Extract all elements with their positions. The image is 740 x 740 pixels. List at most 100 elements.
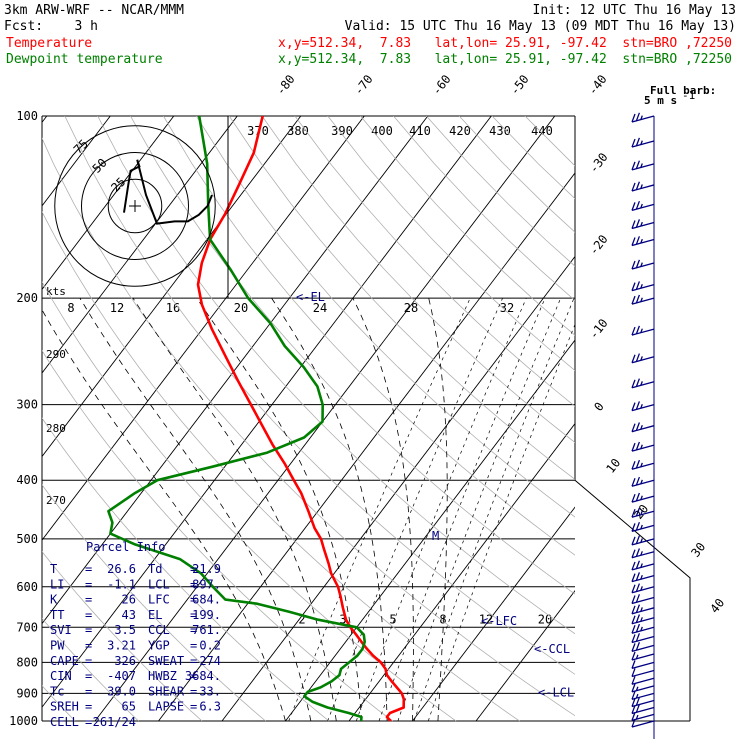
barb-flag bbox=[631, 326, 636, 336]
barb-flag bbox=[635, 160, 641, 169]
mixing-ratio-label-lower: 12 bbox=[479, 612, 493, 626]
parcel-value-2: 897. bbox=[192, 577, 221, 591]
parcel-key-2: EL bbox=[148, 608, 162, 622]
barb-flag bbox=[635, 641, 641, 651]
barb-shaft bbox=[631, 574, 655, 583]
barb-flag bbox=[631, 260, 636, 270]
barb-half-flag bbox=[640, 221, 643, 227]
barb-flag bbox=[635, 614, 641, 623]
dry-adiabat bbox=[42, 349, 393, 722]
parcel-key: K bbox=[50, 593, 58, 607]
parcel-eq: = bbox=[85, 654, 92, 668]
barb-shaft bbox=[631, 425, 655, 433]
wind-barb bbox=[631, 181, 655, 192]
parcel-key: SVI bbox=[50, 623, 72, 637]
parcel-eq-2: = bbox=[190, 669, 197, 683]
isotherm-line bbox=[221, 255, 575, 722]
barb-flag bbox=[635, 353, 641, 362]
barb-shaft bbox=[631, 462, 655, 470]
wind-barb bbox=[631, 560, 655, 571]
parcel-key-2: HWBZ bbox=[148, 669, 177, 683]
parcel-key: TT bbox=[50, 608, 64, 622]
barb-shaft bbox=[631, 677, 655, 685]
barb-flag bbox=[631, 683, 636, 693]
pressure-tick-label: 300 bbox=[16, 398, 38, 412]
barb-shaft bbox=[631, 115, 655, 123]
barb-shaft bbox=[631, 699, 655, 708]
wind-barb bbox=[631, 476, 655, 487]
barb-flag bbox=[635, 378, 641, 387]
barb-shaft bbox=[631, 510, 655, 518]
pressure-tick-label: 900 bbox=[16, 686, 38, 700]
barb-flag bbox=[631, 508, 636, 518]
parcel-eq-2: = bbox=[190, 562, 197, 576]
barb-shaft bbox=[631, 203, 655, 212]
parcel-key-2: SWEAT bbox=[148, 654, 184, 668]
mixing-ratio-label: 8 bbox=[67, 301, 74, 315]
barb-half-flag bbox=[640, 328, 643, 333]
isotherm-label: -70 bbox=[351, 72, 375, 98]
hodograph-ring bbox=[107, 178, 163, 234]
isotherm-line bbox=[285, 339, 575, 722]
parcel-value-2: 6.3 bbox=[199, 700, 221, 714]
barb-flag bbox=[635, 137, 641, 147]
pressure-tick-label: 100 bbox=[16, 109, 38, 123]
barb-flag bbox=[635, 583, 641, 592]
dry-adiabat bbox=[261, 116, 575, 444]
barb-flag bbox=[635, 422, 641, 431]
barb-flag bbox=[635, 459, 641, 469]
forecast-hour: Fcst: 3 h bbox=[4, 19, 98, 34]
barb-flag bbox=[631, 237, 636, 246]
wind-barb bbox=[631, 614, 655, 625]
wind-barb bbox=[631, 623, 655, 634]
dry-adiabat bbox=[42, 550, 203, 722]
barb-half-flag bbox=[640, 356, 643, 361]
mixing-ratio-label: 20 bbox=[234, 301, 248, 315]
isotherm-line bbox=[158, 172, 575, 722]
parcel-eq: = bbox=[85, 593, 92, 607]
barb-legend-line2: 5 m s bbox=[644, 94, 677, 107]
parcel-value-2: 684. bbox=[192, 593, 221, 607]
parcel-key-2: CCL bbox=[148, 623, 170, 637]
hodograph-units-label: kts bbox=[46, 285, 66, 298]
wind-barb bbox=[631, 572, 655, 583]
level-marker-el: <-EL bbox=[296, 290, 325, 304]
barb-flag bbox=[635, 236, 641, 245]
dry-adiabat bbox=[294, 116, 575, 407]
isotherm-label: -30 bbox=[586, 150, 610, 176]
barb-flag bbox=[635, 572, 641, 581]
wind-barb bbox=[631, 697, 655, 708]
barb-shaft bbox=[631, 626, 655, 634]
barb-flag bbox=[635, 560, 641, 569]
mixing-ratio-line bbox=[413, 297, 575, 722]
barb-flag bbox=[635, 604, 641, 613]
barb-half-flag bbox=[640, 284, 643, 289]
isotherm-line bbox=[42, 116, 492, 708]
wind-barb bbox=[631, 641, 655, 653]
mixing-ratio-line bbox=[427, 323, 575, 722]
barb-flag bbox=[631, 523, 636, 532]
barb-shaft bbox=[631, 706, 655, 715]
wind-barb bbox=[631, 200, 655, 212]
parcel-key: CIN bbox=[50, 669, 72, 683]
wind-barb bbox=[631, 683, 655, 693]
wind-barb bbox=[631, 676, 655, 685]
mixing-ratio-label: 16 bbox=[166, 301, 180, 315]
barb-flag bbox=[631, 295, 636, 305]
wind-barb bbox=[631, 422, 655, 433]
barb-shaft bbox=[631, 586, 655, 594]
barb-flag bbox=[631, 220, 636, 229]
barb-flag bbox=[631, 691, 636, 700]
barb-shaft bbox=[631, 356, 655, 364]
theta-label: 420 bbox=[449, 124, 471, 138]
wind-barb bbox=[631, 492, 655, 503]
parcel-key: CAPE bbox=[50, 654, 79, 668]
parcel-eq: = bbox=[85, 608, 92, 622]
barb-shaft bbox=[631, 607, 655, 615]
pressure-tick-label: 500 bbox=[16, 532, 38, 546]
barb-flag bbox=[631, 676, 636, 685]
barb-shaft bbox=[631, 713, 655, 721]
barb-flag bbox=[635, 325, 641, 335]
moist-adiabat bbox=[79, 297, 312, 722]
